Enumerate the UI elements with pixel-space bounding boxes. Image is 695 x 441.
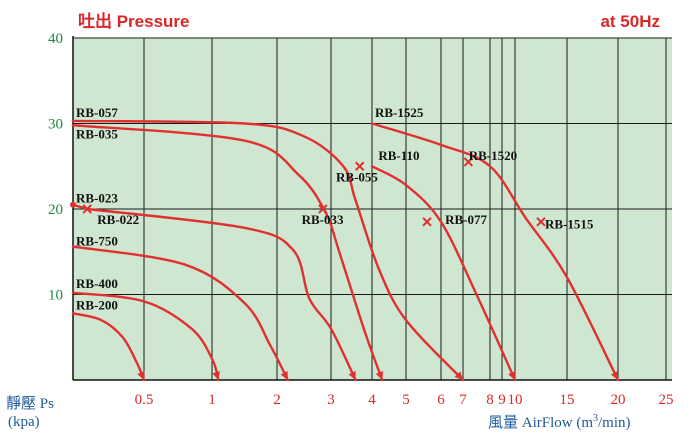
- curve-rb-110: [370, 165, 517, 382]
- series-label-rb-200: RB-200: [76, 298, 118, 313]
- y-axis-unit: (kpa): [8, 414, 40, 430]
- joint-marker: [422, 217, 432, 227]
- marker-layer: [82, 157, 546, 227]
- x-tick-label: 15: [560, 392, 575, 408]
- series-label-rb-022: RB-022: [97, 212, 139, 227]
- curve-rb-035: [71, 124, 384, 382]
- curve-arrowhead: [280, 371, 288, 380]
- x-tick-label: 10: [508, 392, 523, 408]
- curve-rb-400: [71, 291, 220, 382]
- series-label-rb-055: RB-055: [336, 169, 378, 184]
- series-label-rb-1515: RB-1515: [545, 216, 594, 231]
- x-tick-label: 9: [498, 392, 506, 408]
- y-tick-label: 30: [48, 117, 63, 133]
- grid-lines: [72, 36, 672, 381]
- x-axis-label: 風量 AirFlow (m3/min): [488, 413, 631, 431]
- curve-arrowhead: [137, 371, 145, 380]
- curve-rb-750: [71, 245, 289, 382]
- curve-rb-057: [71, 119, 465, 382]
- curve-arrowhead: [610, 371, 618, 380]
- series-label-rb-1525: RB-1525: [375, 105, 424, 120]
- curve-arrowhead: [508, 371, 516, 380]
- curve-start-dot: [70, 201, 76, 208]
- curve-arrowhead: [375, 371, 384, 380]
- curve-arrowhead: [454, 371, 463, 380]
- series-label-rb-077: RB-077: [445, 212, 487, 227]
- x-tick-label: 6: [437, 392, 445, 408]
- x-tick-label: 4: [368, 392, 376, 408]
- y-tick-label: 20: [48, 202, 63, 218]
- curve-arrowhead: [212, 371, 220, 380]
- series-label-rb-033: RB-033: [302, 212, 344, 227]
- x-tick-label: 8: [486, 392, 494, 408]
- series-label-layer: RB-057 RB-035 RB-023 RB-022 RB-750 RB-400 RB-2…: [76, 105, 594, 312]
- y-tick-label: 40: [48, 31, 63, 47]
- x-tick-label: 2: [273, 392, 281, 408]
- series-label-rb-035: RB-035: [76, 127, 118, 142]
- chart-title-left: 吐出 Pressure: [78, 11, 190, 31]
- curve-layer: [70, 119, 620, 382]
- series-label-rb-1520: RB-1520: [469, 148, 517, 163]
- x-tick-label: 0.5: [135, 392, 154, 408]
- curve-rb-200: [71, 312, 146, 382]
- chart-title-right: at 50Hz: [600, 12, 660, 31]
- joint-marker: [354, 161, 365, 171]
- series-label-rb-750: RB-750: [76, 233, 118, 248]
- x-tick-label: 5: [402, 392, 410, 408]
- curve-rb-1525: [370, 122, 620, 382]
- curve-arrowhead: [348, 371, 356, 380]
- series-label-rb-023: RB-023: [76, 191, 118, 206]
- x-tick-label: 7: [459, 392, 467, 408]
- x-tick-label: 25: [659, 392, 674, 408]
- y-axis-label: 靜壓 Ps: [6, 395, 54, 412]
- curve-rb-022: [86, 207, 357, 382]
- joint-marker: [82, 204, 92, 214]
- y-tick-label: 10: [48, 288, 63, 304]
- series-label-rb-400: RB-400: [76, 276, 118, 291]
- series-label-rb-057: RB-057: [76, 105, 118, 120]
- x-tick-label: 3: [327, 392, 335, 408]
- x-tick-label: 1: [208, 392, 216, 408]
- x-tick-label: 20: [611, 392, 626, 408]
- joint-marker: [318, 204, 328, 214]
- joint-marker: [536, 217, 546, 227]
- joint-marker: [463, 157, 474, 167]
- series-label-rb-110: RB-110: [378, 148, 419, 163]
